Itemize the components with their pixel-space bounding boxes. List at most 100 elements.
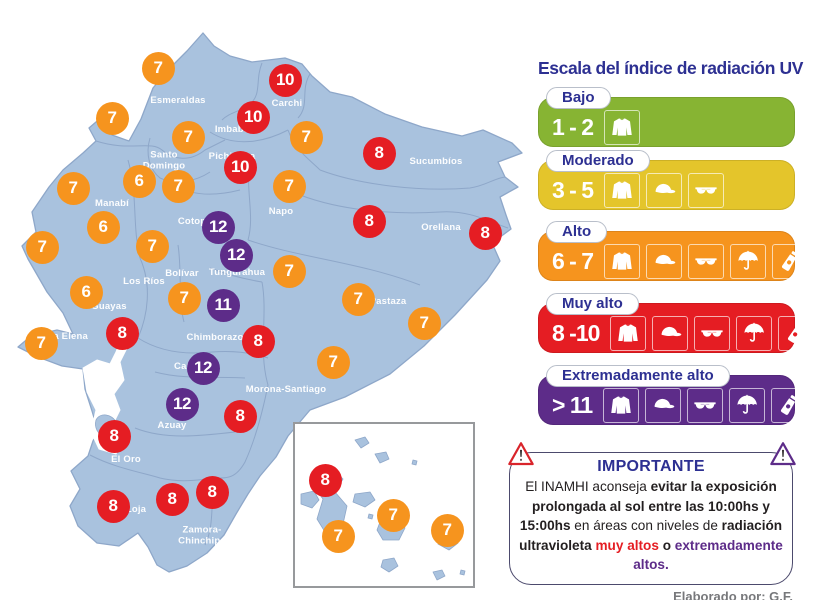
island-shape [354, 436, 370, 449]
island-shape [411, 459, 418, 466]
uv-marker-value: 12 [209, 217, 227, 236]
uv-marker-value: 11 [214, 295, 232, 314]
gulf-of-guayaquil [82, 335, 129, 455]
uv-marker: 8 [352, 204, 386, 238]
uv-marker-value: 12 [173, 394, 191, 413]
protection-icon-box [610, 315, 647, 351]
shirt-icon [612, 181, 632, 199]
legend-scale-extremadamente-alto: Extremadamente alto > 11 [538, 365, 808, 425]
uv-marker-value: 10 [276, 70, 294, 89]
uv-marker-value: 8 [235, 406, 245, 425]
province-border [89, 454, 216, 482]
uv-marker-value: 8 [374, 143, 384, 162]
important-title: IMPORTANTE [597, 458, 705, 475]
uv-marker-value: 7 [353, 289, 363, 308]
legend-scale-muy-alto: Muy alto 8 -10 [538, 293, 815, 353]
protection-icon-box [604, 109, 641, 145]
protection-icon-box [646, 243, 683, 279]
sunscreen-icon [781, 395, 797, 415]
umbrella-icon [744, 322, 765, 342]
uv-marker-value: 8 [109, 426, 119, 445]
legend-scale-moderado: Moderado 3 - 5 [538, 150, 795, 210]
uv-marker-value: 10 [231, 157, 249, 176]
uv-marker: 6 [122, 164, 156, 198]
legend-scale-range: 8 -10 [552, 319, 600, 346]
legend-scale-range: 6 - 7 [552, 247, 594, 274]
uv-marker-value: 7 [442, 520, 452, 539]
uv-marker-value: 8 [167, 489, 177, 508]
uv-marker-value: 6 [81, 282, 91, 301]
uv-marker: 8 [308, 463, 342, 497]
uv-marker: 8 [362, 136, 396, 170]
legend-scale-alto: Alto 6 - 7 [538, 221, 809, 281]
uv-marker-value: 8 [480, 223, 490, 242]
uv-marker-value: 8 [253, 331, 263, 350]
uv-marker-value: 6 [98, 217, 108, 236]
sunglasses-icon [695, 187, 717, 194]
protection-icon-box [604, 243, 641, 279]
uv-marker-value: 8 [207, 482, 217, 501]
important-body: El INAMHI aconseja evitar la exposición … [518, 477, 784, 575]
protection-icon-box [688, 172, 725, 208]
uv-marker: 11 [206, 288, 240, 322]
uv-marker: 6 [69, 275, 103, 309]
uv-marker: 8 [96, 489, 130, 523]
protection-icon-box [688, 243, 725, 279]
uv-marker-value: 7 [333, 526, 343, 545]
uv-marker-value: 7 [153, 58, 163, 77]
uv-marker: 7 [167, 281, 201, 315]
legend-scale-label: Moderado [546, 150, 650, 172]
province-border [137, 257, 148, 339]
province-border [319, 169, 506, 190]
legend-scale-bar: 3 - 5 [538, 160, 795, 210]
uv-marker-value: 7 [328, 352, 338, 371]
uv-marker-value: 7 [147, 236, 157, 255]
uv-marker: 8 [223, 399, 257, 433]
cap-icon [655, 254, 676, 265]
uv-marker: 7 [407, 306, 441, 340]
uv-marker: 12 [186, 351, 220, 385]
legend-title: Escala del índice de radiación UV [538, 58, 803, 78]
uv-marker: 7 [135, 229, 169, 263]
uv-marker-value: 7 [284, 176, 294, 195]
uv-marker: 10 [268, 63, 302, 97]
cap-icon [655, 183, 676, 194]
sunglasses-icon [701, 330, 724, 337]
protection-icon-box [730, 243, 767, 279]
uv-marker-value: 7 [183, 127, 193, 146]
legend-scale-range: > 11 [552, 391, 593, 418]
uv-marker-value: 12 [227, 245, 245, 264]
province-border [297, 73, 311, 119]
uv-marker: 8 [241, 324, 275, 358]
protection-icon-box [604, 172, 641, 208]
shirt-icon [612, 252, 632, 270]
uv-marker-value: 8 [108, 496, 118, 515]
uv-marker: 7 [95, 101, 129, 135]
umbrella-icon [737, 394, 757, 414]
sunglasses-icon [694, 402, 716, 409]
province-border [134, 427, 236, 437]
province-border [247, 239, 421, 286]
shirt-icon [611, 396, 631, 414]
umbrella-icon [738, 250, 758, 270]
island-shape [300, 490, 320, 509]
uv-marker-value: 7 [301, 127, 311, 146]
uv-marker: 7 [141, 51, 175, 85]
uv-marker-value: 7 [68, 178, 78, 197]
uv-marker: 7 [24, 326, 58, 360]
protection-icon-box [652, 315, 689, 351]
protection-icon-box [645, 387, 682, 423]
province-border [214, 384, 269, 479]
uv-marker-value: 12 [194, 358, 212, 377]
uv-marker-value: 7 [173, 176, 183, 195]
protection-icon-box [736, 315, 773, 351]
protection-icon-box [687, 387, 724, 423]
sunglasses-icon [695, 258, 717, 265]
protection-icon-box [646, 172, 683, 208]
legend-scale-bar: > 11 [538, 375, 808, 425]
important-text-segment: muy altos [595, 537, 659, 553]
cap-icon [661, 326, 682, 337]
legend-scale-range: 3 - 5 [552, 176, 594, 203]
protection-icon-box [694, 315, 731, 351]
